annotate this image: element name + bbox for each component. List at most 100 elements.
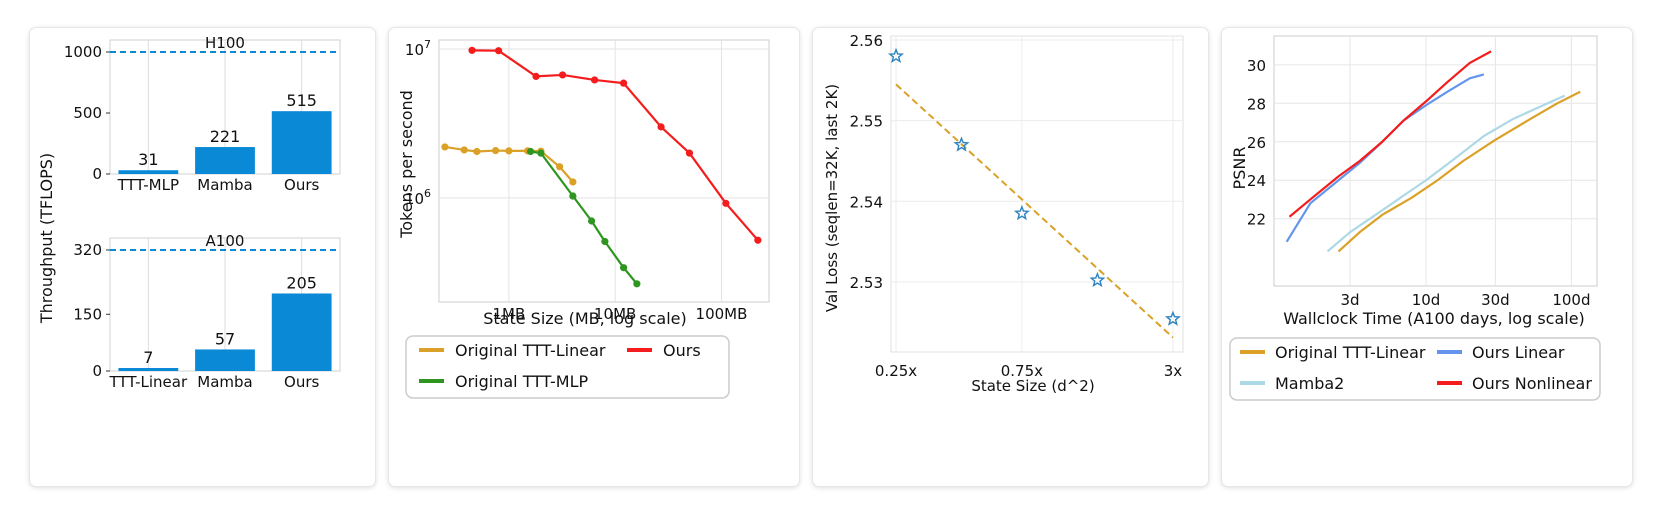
tokens-point-ours bbox=[722, 199, 730, 207]
tokens-ylabel: Tokens per second bbox=[397, 90, 416, 239]
psnr-ytick-label: 22 bbox=[1247, 211, 1266, 229]
tokens-point-original-ttt-linear bbox=[460, 146, 468, 154]
tokens-point-original-ttt-mlp bbox=[588, 217, 596, 225]
tokens-point-ours bbox=[494, 47, 503, 55]
tokens-point-original-ttt-mlp bbox=[601, 237, 609, 246]
legend-label-ours-linear: Ours Linear bbox=[1472, 343, 1565, 362]
psnr-xtick-label: 100d bbox=[1552, 291, 1590, 309]
legend-box bbox=[1229, 337, 1601, 401]
valloss-ytick-label: 2.53 bbox=[850, 274, 883, 292]
tokens-point-original-ttt-mlp bbox=[526, 147, 535, 156]
a100-bar bbox=[195, 349, 255, 371]
psnr-panel: 3d 10d 30d 100d 22 24 26 28 30 PSNR Wallclock Ti… bbox=[1222, 28, 1632, 486]
a100-category-label: TTT-Linear bbox=[109, 373, 188, 391]
h100-ytick-label: 500 bbox=[73, 104, 102, 122]
h100-bar bbox=[271, 111, 332, 174]
h100-category-label: TTT-MLP bbox=[117, 176, 179, 194]
legend-label-ours-nonlinear: Ours Nonlinear bbox=[1472, 374, 1592, 393]
valloss-xtick-label: 0.75x bbox=[1001, 362, 1043, 380]
psnr-series-line-ours-nonlinear bbox=[1288, 50, 1492, 218]
valloss-ytick-label: 2.56 bbox=[850, 32, 883, 50]
tokens-point-original-ttt-mlp bbox=[569, 192, 577, 200]
h100-value-label: 221 bbox=[210, 127, 241, 146]
tokens-point-ours bbox=[532, 72, 540, 80]
tokens-point-ours bbox=[590, 76, 599, 84]
a100-value-label: 205 bbox=[286, 273, 317, 292]
psnr-series-line-mamba2 bbox=[1326, 94, 1566, 253]
a100-value-label: 7 bbox=[143, 348, 153, 367]
tokens-legend: Original TTT-Linear Ours Original TTT-ML… bbox=[405, 335, 730, 399]
psnr-xlabel: Wallclock Time (A100 days, log scale) bbox=[1283, 309, 1585, 328]
legend-label-ttt-mlp: Original TTT-MLP bbox=[455, 372, 588, 391]
tokens-point-original-ttt-linear bbox=[473, 147, 481, 156]
valloss-panel: 0.25x 0.75x 3x 2.53 2.54 2.55 2.56 Val Loss (s… bbox=[813, 28, 1208, 486]
tokens-xtick-label: 1MB bbox=[493, 305, 526, 323]
psnr-series-line-original-ttt-linear bbox=[1337, 90, 1581, 253]
tokens-point-original-ttt-linear bbox=[441, 143, 449, 151]
valloss-ytick-label: 2.55 bbox=[850, 113, 883, 131]
h100-ytick-label: 1000 bbox=[64, 43, 102, 61]
valloss-xlabel: State Size (d^2) bbox=[971, 377, 1094, 395]
tokens-ytick-label: 107 bbox=[405, 38, 431, 59]
h100-value-label: 31 bbox=[138, 150, 158, 169]
a100-bar bbox=[271, 293, 332, 371]
legend-label-ttt-linear: Original TTT-Linear bbox=[455, 341, 606, 360]
tokens-plot-frame bbox=[438, 39, 770, 303]
legend-label-ours: Ours bbox=[663, 341, 701, 360]
psnr-chart: 3d 10d 30d 100d 22 24 26 28 30 PSNR Wallclock Ti… bbox=[1229, 35, 1601, 401]
valloss-point-star bbox=[953, 136, 970, 152]
tokens-point-original-ttt-linear bbox=[505, 147, 513, 155]
valloss-point-star bbox=[1164, 310, 1181, 326]
tokens-point-ours bbox=[468, 46, 476, 54]
tokens-point-original-ttt-linear bbox=[556, 163, 564, 171]
throughput-chart: Throughput (TFLOPS) 0 500 1000 H100 31 TTT-ML… bbox=[37, 34, 341, 391]
tokens-xtick-label: 10MB bbox=[594, 305, 636, 323]
tokens-point-original-ttt-mlp bbox=[633, 280, 641, 288]
h100-bar bbox=[118, 170, 179, 174]
h100-bar-chart: 0 500 1000 H100 31 TTT-MLP 221 Mamba 515 Ours bbox=[64, 34, 341, 194]
psnr-xtick-label: 10d bbox=[1412, 291, 1441, 309]
valloss-plot-frame bbox=[890, 35, 1184, 353]
psnr-ytick-label: 24 bbox=[1247, 172, 1266, 190]
legend-label-ttt-linear: Original TTT-Linear bbox=[1275, 343, 1426, 362]
valloss-ytick-label: 2.54 bbox=[850, 193, 883, 211]
valloss-ylabel: Val Loss (seqlen=32K, last 2K) bbox=[823, 84, 841, 312]
psnr-xtick-label: 30d bbox=[1481, 291, 1510, 309]
h100-title: H100 bbox=[205, 34, 245, 52]
h100-value-label: 515 bbox=[286, 91, 317, 110]
psnr-plot: 3d 10d 30d 100d 22 24 26 28 30 bbox=[1247, 35, 1598, 309]
tokens-series-line-ours bbox=[472, 49, 759, 241]
tokens-xlabel: State Size (MB, log scale) bbox=[483, 309, 687, 328]
tokens-point-ours bbox=[754, 236, 762, 244]
psnr-plot-frame bbox=[1273, 35, 1598, 287]
tokens-point-ours bbox=[685, 149, 694, 157]
a100-ytick-label: 320 bbox=[73, 241, 102, 259]
valloss-fit-line bbox=[895, 83, 1174, 339]
psnr-xtick-label: 3d bbox=[1340, 291, 1359, 309]
a100-bar bbox=[118, 368, 179, 371]
h100-ytick-label: 0 bbox=[92, 165, 102, 183]
a100-ytick-label: 150 bbox=[73, 305, 102, 323]
throughput-panel: Throughput (TFLOPS) 0 500 1000 H100 31 TTT-ML… bbox=[30, 28, 375, 486]
psnr-ytick-label: 28 bbox=[1247, 95, 1266, 113]
psnr-legend: Original TTT-Linear Ours Linear Mamba2 O… bbox=[1229, 337, 1601, 401]
tokens-point-original-ttt-linear bbox=[569, 178, 577, 186]
legend-label-mamba2: Mamba2 bbox=[1275, 374, 1344, 393]
a100-value-label: 57 bbox=[215, 329, 235, 348]
valloss-plot: 0.25x 0.75x 3x 2.53 2.54 2.55 2.56 bbox=[850, 32, 1184, 380]
throughput-ylabel: Throughput (TFLOPS) bbox=[37, 153, 56, 324]
tokens-point-original-ttt-mlp bbox=[537, 149, 545, 157]
valloss-chart: 0.25x 0.75x 3x 2.53 2.54 2.55 2.56 Val Loss (s… bbox=[823, 32, 1184, 395]
tokens-point-original-ttt-mlp bbox=[619, 264, 628, 272]
tokens-point-original-ttt-linear bbox=[492, 146, 500, 155]
valloss-xtick-label: 3x bbox=[1164, 362, 1183, 380]
psnr-ytick-label: 26 bbox=[1247, 134, 1266, 152]
tokens-series-line-original-ttt-mlp bbox=[530, 150, 638, 285]
valloss-xtick-label: 0.25x bbox=[875, 362, 917, 380]
valloss-point-star bbox=[888, 47, 905, 63]
a100-category-label: Mamba bbox=[197, 373, 252, 391]
h100-bar bbox=[195, 147, 255, 174]
psnr-ytick-label: 30 bbox=[1247, 57, 1266, 75]
